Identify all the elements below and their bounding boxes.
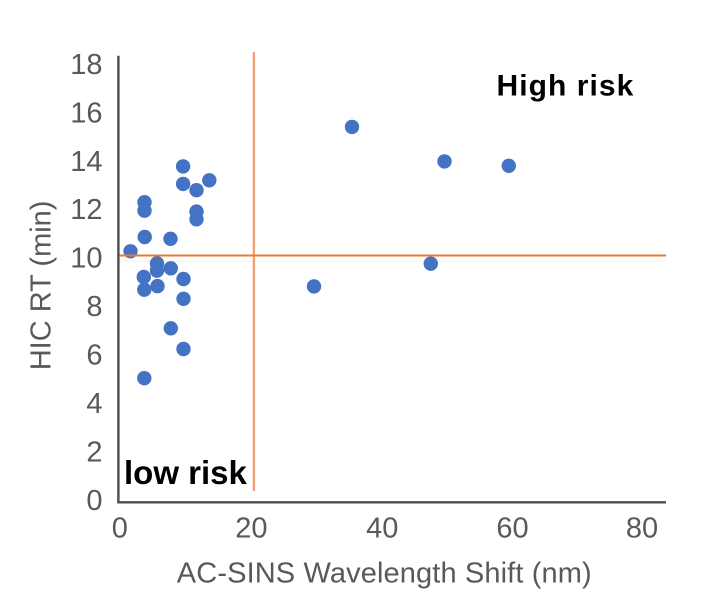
svg-text:low risk: low risk [124, 454, 248, 491]
svg-text:60: 60 [496, 513, 528, 545]
svg-text:High risk: High risk [497, 69, 635, 102]
svg-text:10: 10 [70, 243, 102, 275]
svg-text:4: 4 [86, 388, 102, 420]
svg-text:16: 16 [70, 97, 102, 129]
svg-text:12: 12 [70, 194, 102, 226]
svg-text:0: 0 [86, 485, 102, 517]
svg-text:40: 40 [366, 513, 398, 545]
svg-text:HIC RT (min): HIC RT (min) [26, 201, 58, 371]
svg-text:2: 2 [86, 436, 102, 468]
svg-text:14: 14 [70, 146, 102, 178]
svg-text:AC-SINS Wavelength Shift (nm): AC-SINS Wavelength Shift (nm) [177, 558, 592, 590]
svg-text:20: 20 [235, 513, 267, 545]
svg-text:8: 8 [86, 291, 102, 323]
svg-text:6: 6 [86, 340, 102, 372]
svg-text:18: 18 [70, 49, 102, 81]
svg-text:80: 80 [626, 513, 658, 545]
svg-text:0: 0 [112, 513, 128, 545]
